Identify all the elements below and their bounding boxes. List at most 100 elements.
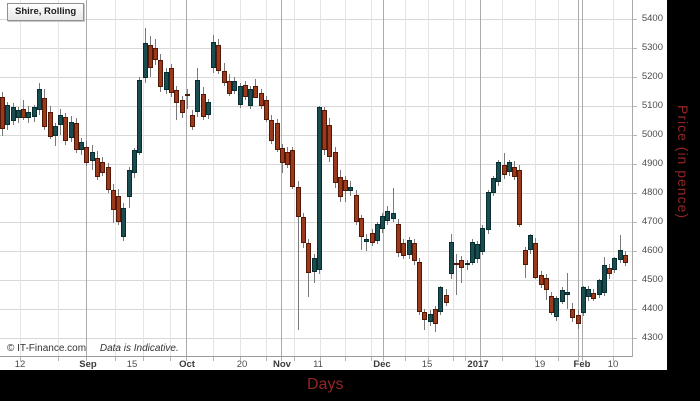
candlestick (391, 213, 396, 219)
x-axis-tick (240, 357, 241, 361)
candlestick (74, 123, 79, 150)
x-axis-tick (502, 357, 503, 361)
vertical-gridline (428, 0, 429, 356)
time-axis-label: 12 (14, 359, 26, 370)
x-axis-tick (294, 357, 295, 361)
candlestick (148, 45, 153, 68)
candlestick (106, 167, 111, 190)
disclaimer-text: Data is Indicative. (99, 343, 179, 354)
candlestick (90, 152, 95, 161)
candlestick (116, 196, 121, 222)
candlestick (84, 147, 89, 163)
vertical-gridline (613, 0, 614, 356)
x-axis-tick (170, 357, 171, 361)
candlestick (264, 100, 269, 120)
vertical-gridline (453, 0, 454, 356)
candlestick (42, 98, 47, 127)
candle-wick (187, 89, 188, 109)
x-axis-tick (428, 357, 429, 361)
horizontal-gridline (0, 280, 632, 281)
month-gridline (480, 0, 481, 356)
candle-wick (620, 235, 621, 263)
x-axis-tick (345, 357, 346, 361)
candlestick (259, 93, 264, 106)
horizontal-gridline (0, 19, 632, 20)
series-label-box[interactable]: Shire, Rolling (7, 3, 85, 21)
candlestick (132, 150, 137, 173)
candle-wick (393, 188, 394, 222)
candlestick (528, 235, 533, 250)
price-axis-label: 5300 (641, 42, 663, 53)
candlestick (380, 216, 385, 229)
candlestick (412, 243, 417, 261)
candle-wick (176, 86, 177, 120)
candlestick (158, 60, 163, 87)
y-axis-tick (633, 48, 637, 49)
candlestick (306, 243, 311, 273)
time-axis-label: 15 (421, 359, 433, 370)
candlestick (517, 170, 522, 225)
candlestick (201, 94, 206, 117)
vertical-gridline (266, 0, 267, 356)
y-axis-tick (633, 106, 637, 107)
time-axis-label: Dec (373, 359, 391, 370)
candlestick (280, 148, 285, 163)
candlestick (618, 250, 623, 260)
candlestick (227, 81, 232, 94)
candlestick (502, 165, 507, 175)
x-axis-tick (20, 357, 21, 361)
chart-plot-area[interactable] (0, 0, 633, 357)
vertical-gridline (502, 0, 503, 356)
candlestick (475, 244, 480, 259)
candlestick (312, 258, 317, 272)
x-axis-tick (613, 357, 614, 361)
candlestick (486, 192, 491, 230)
vertical-gridline (558, 0, 559, 356)
horizontal-gridline (0, 338, 632, 339)
candlestick (248, 89, 253, 106)
candlestick (348, 187, 353, 191)
vertical-gridline (213, 0, 214, 356)
candlestick (375, 224, 380, 241)
x-axis-tick (453, 357, 454, 361)
horizontal-gridline (0, 77, 632, 78)
candlestick (364, 239, 369, 242)
x-axis-tick (115, 357, 116, 361)
time-axis-label: Sep (79, 359, 97, 370)
candlestick (459, 260, 464, 268)
candlestick (322, 110, 327, 150)
candlestick (597, 280, 602, 295)
candlestick (216, 45, 221, 71)
candlestick (354, 195, 359, 222)
price-axis-label: 4600 (641, 245, 663, 256)
candlestick (433, 309, 438, 324)
vertical-gridline (371, 0, 372, 356)
x-axis-tick (320, 357, 321, 361)
price-axis-label: 5100 (641, 100, 663, 111)
vertical-gridline (58, 0, 59, 356)
bottom-frame-band: Days (0, 370, 700, 401)
y-axis-tick (633, 338, 637, 339)
horizontal-gridline (0, 193, 632, 194)
right-frame-band: Price (in pence) (667, 0, 700, 401)
candlestick (417, 262, 422, 312)
candlestick (69, 122, 74, 138)
vertical-gridline (405, 0, 406, 356)
time-axis-label: 15 (126, 359, 138, 370)
month-gridline (281, 0, 282, 356)
x-axis-tick (578, 357, 579, 361)
candlestick (269, 120, 274, 141)
candlestick (121, 208, 126, 237)
candlestick (275, 123, 280, 150)
candlestick (602, 265, 607, 293)
horizontal-gridline (0, 251, 632, 252)
candlestick (5, 105, 10, 125)
candlestick (480, 228, 485, 252)
candlestick (370, 233, 375, 243)
vertical-gridline (115, 0, 116, 356)
candlestick (570, 309, 575, 318)
price-axis-label: 4500 (641, 274, 663, 285)
candlestick (491, 178, 496, 193)
month-gridline (383, 0, 384, 356)
candlestick (422, 312, 427, 320)
